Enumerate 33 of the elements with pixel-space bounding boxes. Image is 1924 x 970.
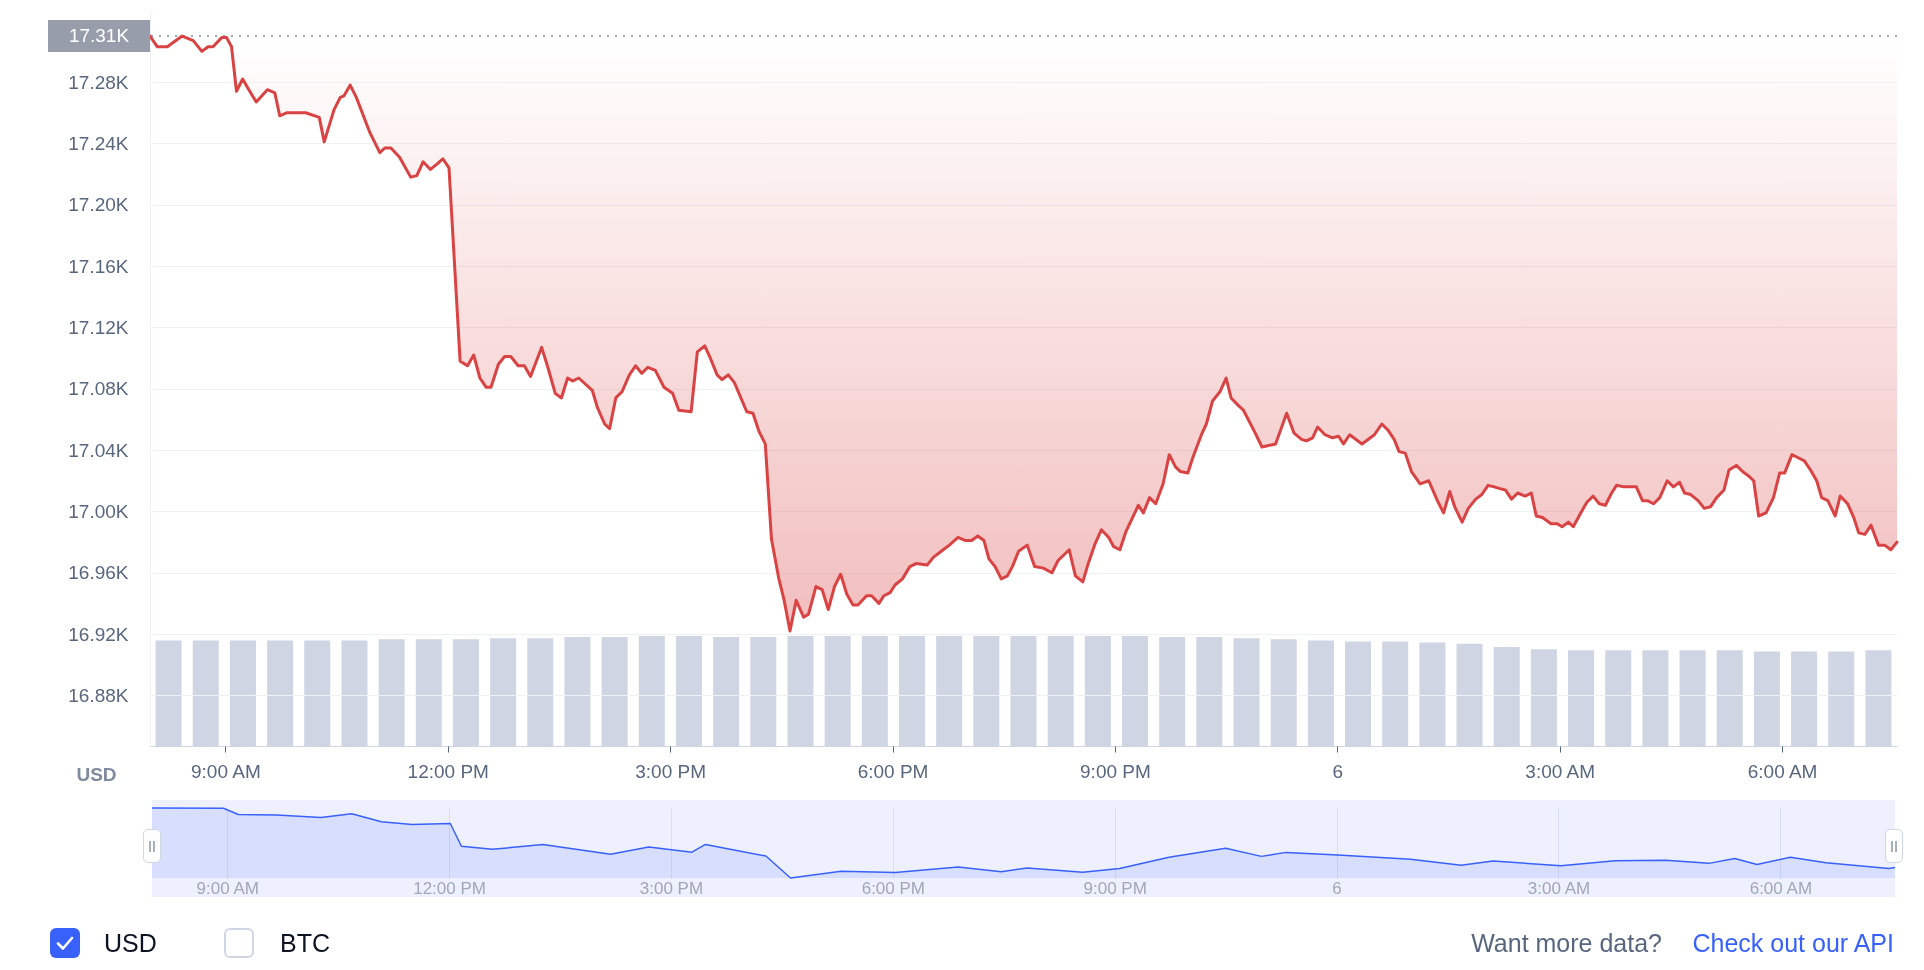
text: Want more data? bbox=[1471, 928, 1662, 958]
x-tick-label: 6:00 PM bbox=[861, 878, 925, 898]
x-tick-label: 9:00 AM bbox=[191, 760, 261, 782]
y-tick-label: 17.20K bbox=[68, 194, 129, 216]
y-axis-title: USD bbox=[76, 763, 117, 785]
y-tick-label: 17.08K bbox=[68, 378, 129, 400]
x-tick-label: 12:00 PM bbox=[413, 878, 486, 898]
y-tick-label: 17.24K bbox=[68, 132, 129, 154]
text: BTC bbox=[280, 928, 330, 958]
y-tick-label: 16.88K bbox=[68, 684, 129, 706]
x-tick-label: 12:00 PM bbox=[407, 760, 489, 782]
y-tick-label: 17.16K bbox=[68, 255, 129, 277]
x-tick-label: 6 bbox=[1332, 878, 1342, 898]
x-tick-label: 9:00 PM bbox=[1080, 760, 1151, 782]
x-tick-label: 3:00 PM bbox=[639, 878, 704, 898]
x-tick-label: 3:00 AM bbox=[1527, 878, 1591, 898]
x-tick-label: 6:00 AM bbox=[1747, 760, 1818, 782]
text: USD bbox=[104, 928, 157, 958]
y-tick-label: 16.92K bbox=[68, 623, 129, 645]
x-tick-label: 6:00 PM bbox=[857, 760, 929, 782]
y-tick-label: 17.04K bbox=[68, 439, 129, 461]
x-tick-label: 9:00 AM bbox=[196, 878, 259, 898]
ref-line-label: 17.31K bbox=[68, 25, 130, 47]
y-tick-label: 16.96K bbox=[68, 562, 129, 584]
y-tick-label: 17.28K bbox=[68, 71, 129, 93]
text: Check out our API bbox=[1692, 928, 1894, 958]
x-tick-label: 6 bbox=[1332, 760, 1344, 782]
x-tick-label: 9:00 PM bbox=[1083, 878, 1147, 898]
x-tick-label: 6:00 AM bbox=[1749, 878, 1813, 898]
x-tick-label: 3:00 PM bbox=[635, 760, 707, 782]
x-tick-label: 3:00 AM bbox=[1525, 760, 1596, 782]
y-tick-label: 17.12K bbox=[68, 316, 129, 338]
y-tick-label: 17.00K bbox=[68, 500, 129, 522]
